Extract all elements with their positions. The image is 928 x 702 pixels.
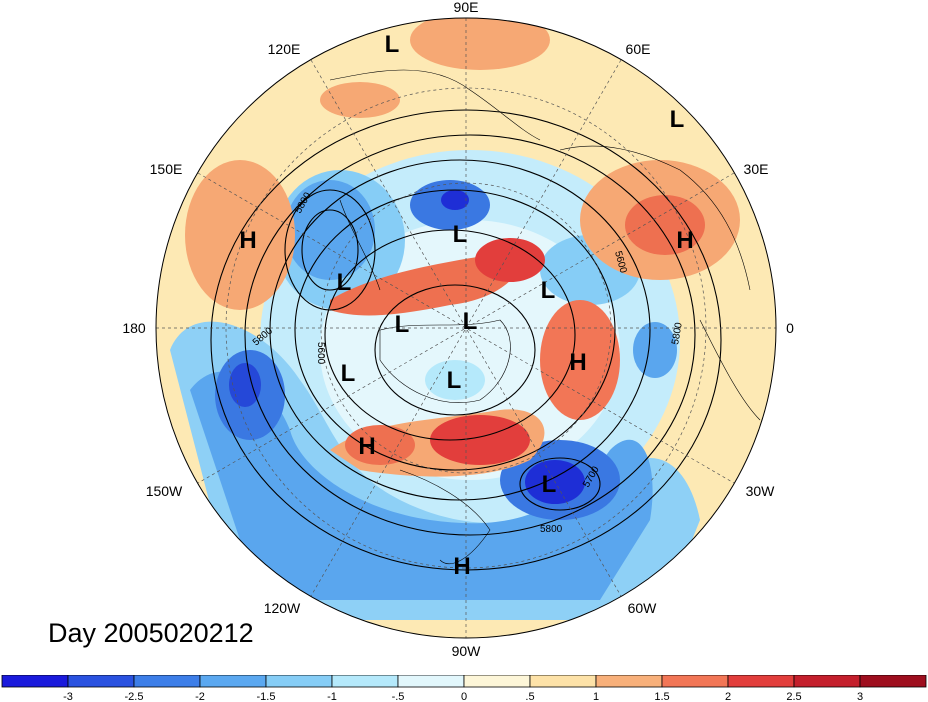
lon-label: 90W xyxy=(452,643,482,659)
high-marker: H xyxy=(676,227,693,254)
colorbar-label: 2 xyxy=(725,691,731,702)
colorbar-box xyxy=(133,675,201,688)
contour-label: 5600 xyxy=(315,342,326,365)
low-marker: L xyxy=(337,269,352,296)
lon-label: 0 xyxy=(786,320,794,336)
high-marker: H xyxy=(569,349,586,376)
colorbar-box xyxy=(793,675,861,688)
colorbar-box xyxy=(331,675,399,688)
colorbar-box xyxy=(595,675,663,688)
lon-label: 120E xyxy=(268,41,301,57)
colorbar-label: 3 xyxy=(857,691,863,702)
colorbar-label: -1 xyxy=(327,691,337,702)
lon-label: 60W xyxy=(628,600,658,616)
low-marker: L xyxy=(447,367,462,394)
low-marker: L xyxy=(395,311,410,338)
pressure-centers: L L L L L L L L L L H H H H H xyxy=(239,31,693,580)
lon-label: 120W xyxy=(264,600,301,616)
longitude-labels: 90E 60E 30E 0 30W 60W 90W 120W 150W 180 … xyxy=(122,0,794,659)
high-marker: H xyxy=(358,433,375,460)
lon-label: 30E xyxy=(744,161,769,177)
lon-label: 150E xyxy=(150,161,183,177)
colorbar-label: -1.5 xyxy=(257,691,276,702)
contour-label: 5800 xyxy=(540,524,563,535)
day-title: Day 2005020212 xyxy=(48,618,254,648)
colorbar-box xyxy=(661,675,729,688)
colorbar-box xyxy=(727,675,795,688)
colorbar-box xyxy=(859,675,927,688)
anomaly-field xyxy=(156,18,776,638)
low-marker: L xyxy=(670,106,685,133)
colorbar-label: 1.5 xyxy=(654,691,669,702)
lon-label: 60E xyxy=(626,41,651,57)
colorbar-box xyxy=(529,675,597,688)
lon-label: 90E xyxy=(454,0,479,15)
low-marker: L xyxy=(453,221,468,248)
colorbar-box xyxy=(265,675,333,688)
low-marker: L xyxy=(463,308,478,335)
lon-label: 180 xyxy=(122,320,146,336)
low-marker: L xyxy=(385,31,400,58)
high-marker: H xyxy=(239,227,256,254)
low-marker: L xyxy=(341,360,356,387)
lon-label: 30W xyxy=(746,483,776,499)
colorbar-box xyxy=(67,675,135,688)
colorbar-box xyxy=(1,675,69,688)
polar-map: 90E 60E 30E 0 30W 60W 90W 120W 150W 180 … xyxy=(122,0,794,659)
colorbar-label: -3 xyxy=(63,691,73,702)
colorbar-boxes xyxy=(1,675,927,688)
map-border xyxy=(155,17,777,639)
lon-label: 150W xyxy=(146,483,183,499)
contour-label: 5800 xyxy=(670,321,685,345)
low-marker: L xyxy=(541,277,556,304)
colorbar-labels: -3 -2.5 -2 -1.5 -1 -.5 0 .5 1 1.5 2 2.5 3 xyxy=(63,691,863,702)
colorbar-label: -.5 xyxy=(392,691,405,702)
high-marker: H xyxy=(453,553,470,580)
colorbar: -3 -2.5 -2 -1.5 -1 -.5 0 .5 1 1.5 2 2.5 3 xyxy=(1,675,927,702)
colorbar-label: 2.5 xyxy=(786,691,801,702)
colorbar-label: 0 xyxy=(461,691,467,702)
colorbar-label: -2.5 xyxy=(125,691,144,702)
low-marker: L xyxy=(542,471,557,498)
colorbar-box xyxy=(397,675,465,688)
colorbar-box xyxy=(199,675,267,688)
colorbar-label: -2 xyxy=(195,691,205,702)
colorbar-box xyxy=(463,675,531,688)
colorbar-label: 1 xyxy=(593,691,599,702)
colorbar-label: .5 xyxy=(525,691,534,702)
